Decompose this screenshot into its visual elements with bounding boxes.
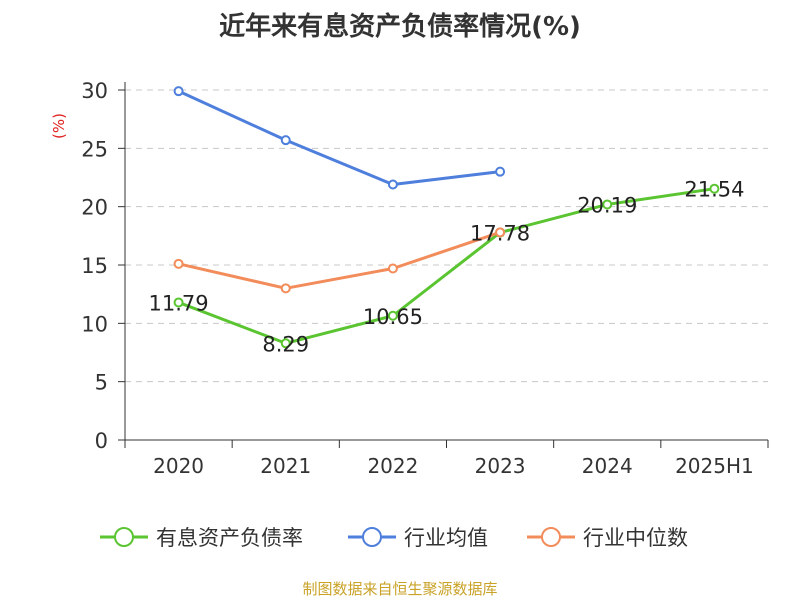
y-tick-label: 5 — [95, 371, 108, 395]
legend-marker — [541, 527, 561, 547]
legend-marker — [362, 527, 382, 547]
legend-label: 有息资产负债率 — [156, 526, 303, 550]
data-labels: 11.79 8.29 10.65 17.78 20.19 21.54 — [149, 178, 745, 357]
x-tick-label: 2020 — [153, 454, 204, 478]
data-point — [387, 179, 398, 190]
data-label: 21.54 — [684, 178, 744, 202]
data-label: 11.79 — [149, 291, 209, 315]
series-line-2 — [178, 230, 501, 290]
data-source-note: 制图数据来自恒生聚源数据库 — [302, 580, 498, 598]
data-point — [173, 86, 184, 97]
y-tick-label: 20 — [81, 196, 108, 220]
data-point — [280, 283, 291, 294]
x-tick-label: 2022 — [367, 454, 418, 478]
data-label: 10.65 — [363, 305, 423, 329]
y-axis-label: (%) — [50, 113, 68, 139]
data-point — [495, 166, 506, 177]
legend: 有息资产负债率 行业均值 行业中位数 — [100, 526, 688, 550]
y-tick-label: 25 — [81, 137, 108, 161]
data-label: 17.78 — [470, 222, 530, 246]
legend-label: 行业均值 — [404, 526, 488, 550]
data-point — [602, 199, 613, 210]
series-line-1 — [177, 89, 501, 186]
data-point — [280, 338, 291, 349]
data-label: 8.29 — [262, 332, 309, 356]
x-tick-label: 2021 — [260, 454, 311, 478]
legend-marker — [114, 527, 134, 547]
y-tick-label: 0 — [95, 429, 108, 453]
series-lines — [173, 86, 720, 349]
grid-lines — [125, 89, 768, 383]
data-point — [173, 258, 184, 269]
data-point — [173, 297, 184, 308]
data-point — [280, 135, 291, 146]
x-tick-label: 2024 — [582, 454, 633, 478]
x-tick-label: 2023 — [475, 454, 526, 478]
chart-title: 近年来有息资产负债率情况(%) — [219, 12, 581, 42]
data-label: 20.19 — [577, 193, 637, 217]
y-tick-label: 10 — [81, 312, 108, 336]
data-point — [709, 183, 720, 194]
y-tick-label: 15 — [81, 254, 108, 278]
axes: 0 5 10 15 20 25 30 (%) 2020 2021 2022 2023 2024 2025H… — [50, 79, 769, 478]
series-line-0 — [178, 187, 715, 345]
data-point — [495, 227, 506, 238]
y-tick-label: 30 — [81, 79, 108, 103]
legend-label: 行业中位数 — [583, 526, 688, 550]
data-point — [387, 310, 398, 321]
data-point — [387, 263, 398, 274]
x-tick-label: 2025H1 — [675, 454, 754, 478]
